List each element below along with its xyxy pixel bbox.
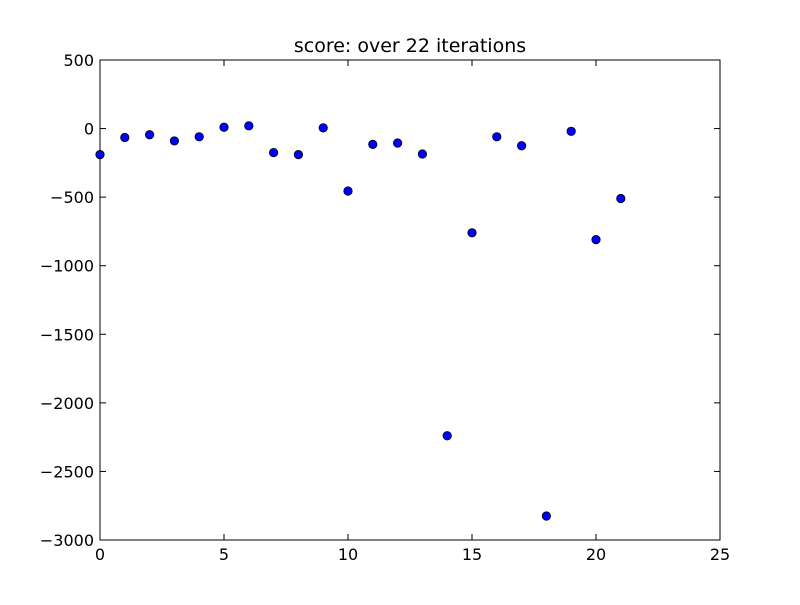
data-point [417, 149, 427, 159]
y-tick-label: −1000 [40, 257, 94, 276]
data-point [516, 141, 527, 151]
data-point [591, 235, 601, 245]
x-tick-label: 0 [95, 545, 105, 564]
chart-title: score: over 22 iterations [294, 35, 526, 57]
plot-frame [99, 59, 721, 541]
x-tick-label: 5 [219, 545, 229, 564]
data-point [566, 126, 576, 136]
x-tick-label: 15 [462, 545, 482, 564]
data-point [194, 132, 204, 142]
data-point [120, 132, 130, 143]
y-tick-label: −2000 [40, 394, 94, 413]
data-point [467, 228, 477, 238]
y-tick-label: −3000 [40, 531, 94, 550]
data-point [343, 186, 353, 196]
x-tick-label: 10 [338, 545, 358, 564]
data-point [392, 138, 403, 148]
data-point [219, 122, 229, 132]
y-tick-label: −1500 [40, 325, 94, 344]
data-point [145, 130, 155, 140]
data-point [541, 511, 552, 521]
data-point [169, 136, 179, 146]
x-tick-label: 25 [710, 545, 730, 564]
y-tick-label: 0 [84, 120, 94, 139]
data-point [442, 431, 452, 441]
data-point [492, 132, 502, 142]
y-tick-label: −2500 [40, 462, 94, 481]
data-point [318, 123, 328, 133]
data-point [293, 150, 303, 160]
data-point [268, 147, 279, 158]
data-point [244, 121, 254, 131]
y-tick-label: 500 [63, 51, 94, 70]
data-point [95, 150, 105, 160]
y-tick-label: −500 [50, 188, 94, 207]
x-tick-label: 20 [586, 545, 606, 564]
plot-area: 0 5 10 15 20 25 500 0 −500 −1000 −1500 −2000 −2500 −3… [40, 51, 730, 564]
data-point [616, 193, 626, 204]
data-point [368, 139, 378, 149]
